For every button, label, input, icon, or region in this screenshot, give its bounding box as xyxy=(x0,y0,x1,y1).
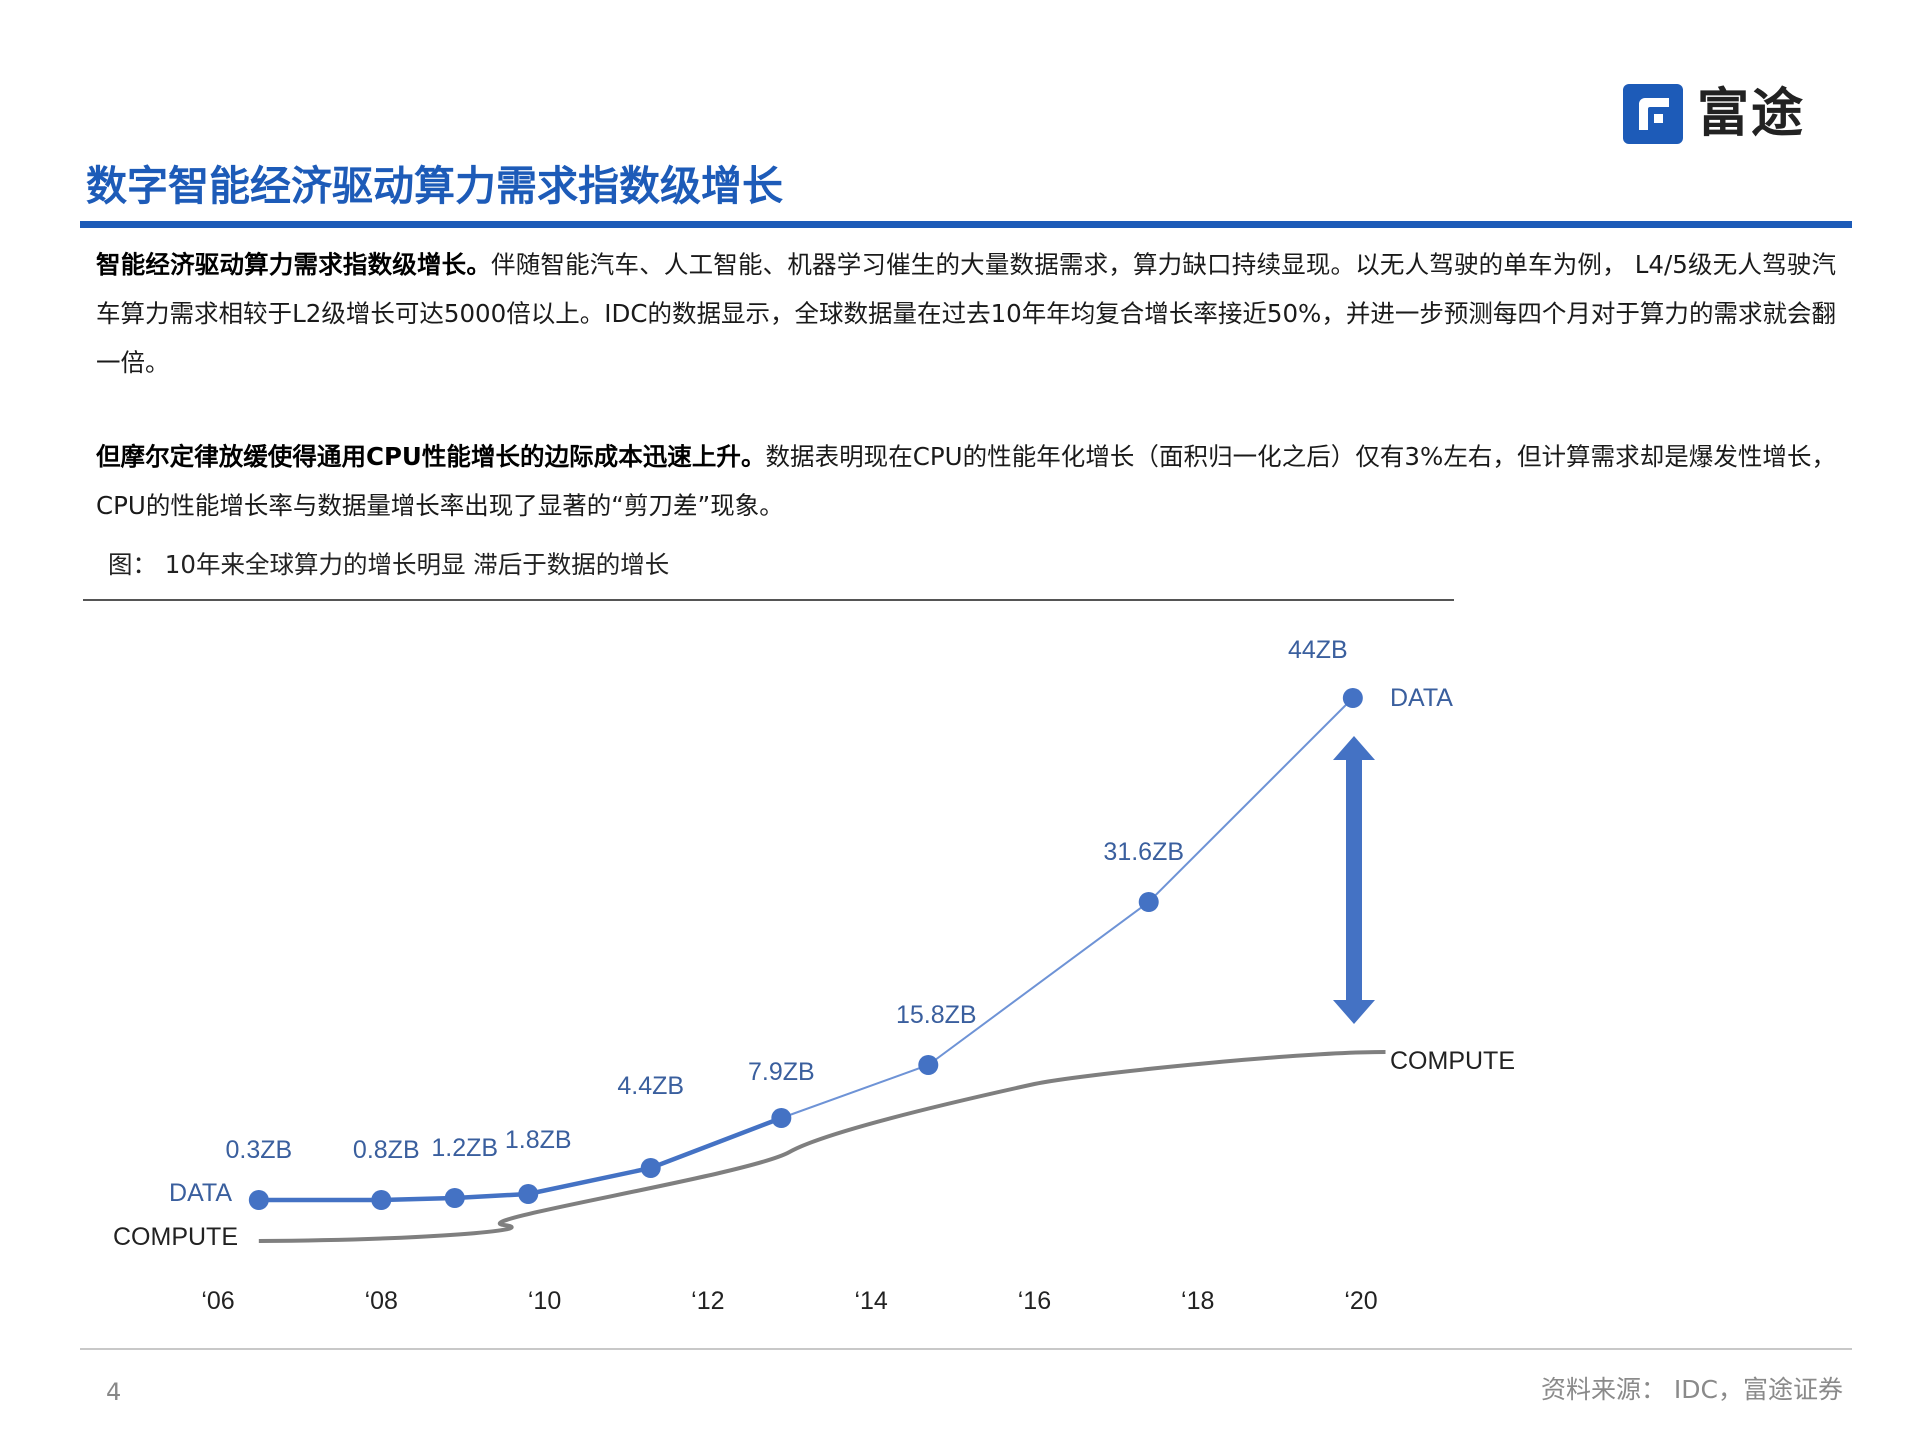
data-point xyxy=(248,1190,269,1210)
series-label-data-left: DATA xyxy=(169,1179,232,1207)
data-point-label: 15.8ZB xyxy=(896,1001,977,1029)
data-point xyxy=(640,1158,661,1178)
data-point xyxy=(1342,688,1363,708)
x-tick-label: ‘20 xyxy=(1344,1287,1377,1315)
data-point xyxy=(771,1108,792,1128)
paragraph-body: 伴随智能汽车、人工智能、机器学习催生的大量数据需求，算力缺口持续显现。以无人驾驶… xyxy=(96,250,1836,377)
series-label-compute-right: COMPUTE xyxy=(1390,1047,1515,1075)
data-point-label: 0.8ZB xyxy=(353,1136,420,1164)
data-point xyxy=(444,1188,465,1208)
brand-name: 富途 xyxy=(1697,84,1806,144)
x-tick-label: ‘10 xyxy=(528,1287,561,1315)
x-tick-label: ‘14 xyxy=(854,1287,887,1315)
x-tick-label: ‘16 xyxy=(1018,1287,1051,1315)
data-point xyxy=(518,1184,539,1204)
futu-logo-icon xyxy=(1623,84,1683,144)
paragraph-moores-law: 但摩尔定律放缓使得通用CPU性能增长的边际成本迅速上升。数据表明现在CPU的性能… xyxy=(96,432,1836,530)
data-point-label: 0.3ZB xyxy=(225,1136,292,1164)
source-note: 资料来源： IDC，富途证券 xyxy=(1540,1375,1843,1404)
data-point-label: 1.8ZB xyxy=(505,1126,572,1154)
data-point xyxy=(918,1055,939,1075)
paragraph-lead: 但摩尔定律放缓使得通用CPU性能增长的边际成本迅速上升。 xyxy=(96,442,766,471)
brand-logo: 富途 xyxy=(1623,84,1805,144)
data-point-label: 44ZB xyxy=(1288,636,1348,664)
footer-divider xyxy=(80,1348,1852,1350)
x-tick-label: ‘08 xyxy=(365,1287,398,1315)
data-point xyxy=(371,1190,392,1210)
x-tick-label: ‘12 xyxy=(691,1287,724,1315)
data-point-label: 1.2ZB xyxy=(431,1134,498,1162)
x-tick-label: ‘06 xyxy=(201,1287,234,1315)
x-tick-label: ‘18 xyxy=(1181,1287,1214,1315)
data-vs-compute-chart: 0.3ZB 0.8ZB 1.2ZB 1.8ZB 4.4ZB 7.9ZB 15.8ZB 31.6… xyxy=(113,636,1515,1315)
page-title: 数字智能经济驱动算力需求指数级增长 xyxy=(86,162,783,210)
series-label-compute-left: COMPUTE xyxy=(113,1223,238,1251)
title-divider xyxy=(80,221,1852,228)
data-point xyxy=(1138,892,1159,912)
figure-caption: 图： 10年来全球算力的增长明显 滞后于数据的增长 xyxy=(108,550,670,579)
gap-double-arrow-icon xyxy=(1333,736,1375,1024)
compute-series-line xyxy=(258,1050,1386,1243)
paragraph-body: 数据表明现在CPU的性能年化增长（面积归一化之后）仅有3%左右，但计算需求却是爆… xyxy=(96,442,1837,520)
data-series-line-upper xyxy=(780,697,1354,1119)
data-point-label: 7.9ZB xyxy=(748,1058,815,1086)
data-point-label: 4.4ZB xyxy=(617,1072,684,1100)
data-point-label: 31.6ZB xyxy=(1103,838,1184,866)
paragraph-lead: 智能经济驱动算力需求指数级增长。 xyxy=(96,250,492,279)
series-label-data-right: DATA xyxy=(1390,684,1453,712)
figure-divider xyxy=(83,599,1454,601)
data-series-line xyxy=(258,1115,783,1203)
paragraph-intelligent-economy: 智能经济驱动算力需求指数级增长。伴随智能汽车、人工智能、机器学习催生的大量数据需… xyxy=(96,240,1836,387)
page-number: 4 xyxy=(106,1378,122,1406)
